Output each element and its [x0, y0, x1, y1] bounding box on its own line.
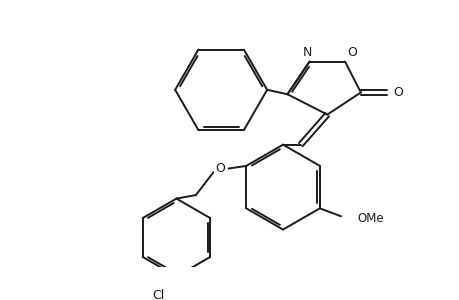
Text: Cl: Cl: [152, 290, 164, 300]
Text: O: O: [214, 162, 224, 175]
Text: OMe: OMe: [356, 212, 383, 225]
Text: N: N: [302, 46, 312, 59]
Text: O: O: [347, 46, 356, 59]
Text: O: O: [392, 86, 402, 99]
